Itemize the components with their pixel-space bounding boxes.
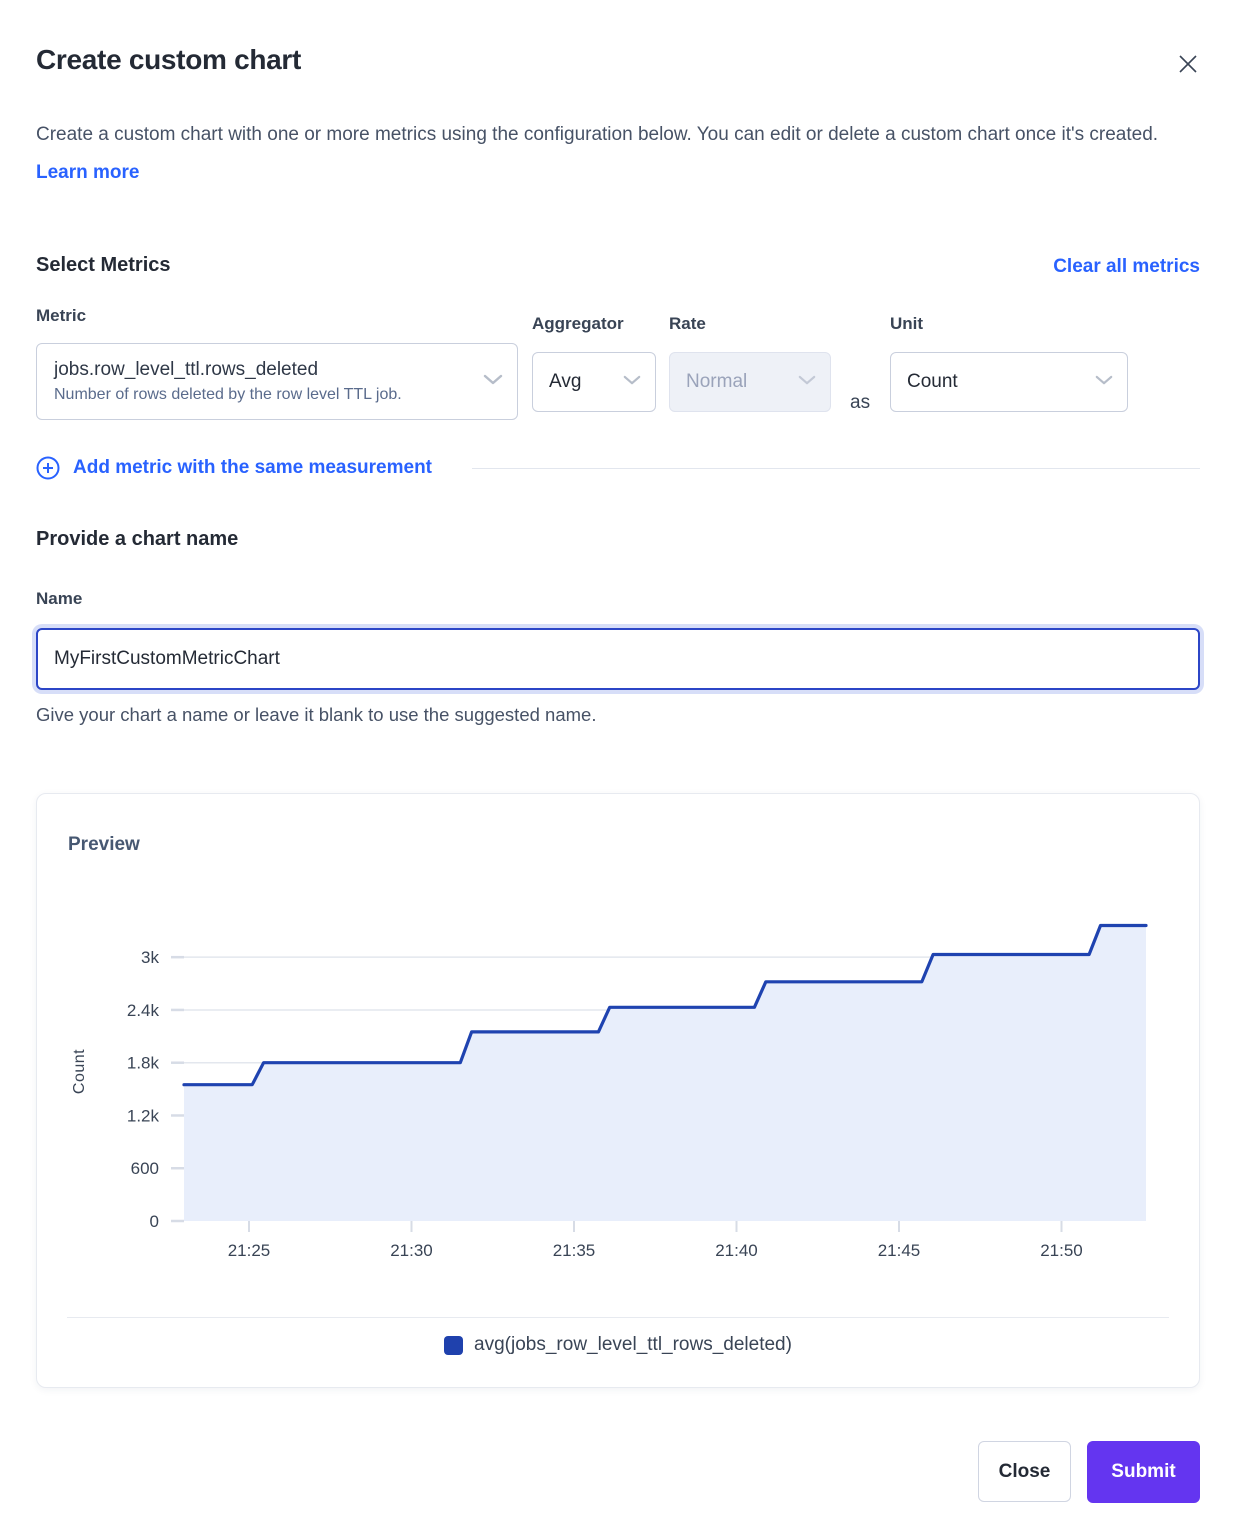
svg-text:2.4k: 2.4k	[127, 1001, 160, 1020]
chevron-down-icon	[483, 373, 503, 391]
svg-text:21:50: 21:50	[1040, 1241, 1083, 1260]
close-dialog-button[interactable]	[1168, 44, 1208, 84]
svg-text:1.8k: 1.8k	[127, 1054, 160, 1073]
metric-field-label: Metric	[36, 306, 87, 325]
svg-text:600: 600	[131, 1159, 159, 1178]
unit-field-label: Unit	[890, 314, 924, 333]
aggregator-field-label: Aggregator	[532, 314, 624, 333]
svg-text:21:45: 21:45	[878, 1241, 921, 1260]
learn-more-link[interactable]: Learn more	[36, 162, 140, 183]
rate-field-label: Rate	[669, 314, 706, 333]
svg-text:1.2k: 1.2k	[127, 1106, 160, 1125]
submit-button[interactable]: Submit	[1087, 1441, 1200, 1503]
metric-select-value: jobs.row_level_ttl.rows_deleted	[54, 359, 319, 380]
dialog-footer: Close Submit	[978, 1441, 1200, 1503]
rate-select-value: Normal	[686, 371, 748, 392]
as-label: as	[850, 392, 871, 413]
aggregator-select-value: Avg	[549, 371, 582, 392]
add-metric-label: Add metric with the same measurement	[73, 457, 432, 478]
aggregator-select[interactable]: Avg	[532, 352, 656, 412]
dialog-description: Create a custom chart with one or more m…	[36, 116, 1194, 192]
svg-text:0: 0	[150, 1212, 159, 1231]
select-metrics-heading: Select Metrics	[36, 254, 171, 276]
plus-circle-icon	[36, 456, 60, 480]
svg-text:Count: Count	[71, 1049, 88, 1094]
chevron-down-icon	[1095, 373, 1113, 391]
svg-text:21:35: 21:35	[553, 1241, 596, 1260]
close-button[interactable]: Close	[978, 1441, 1071, 1502]
name-field-label: Name	[36, 589, 83, 608]
svg-text:21:25: 21:25	[228, 1241, 271, 1260]
close-icon	[1179, 55, 1197, 73]
unit-select-value: Count	[907, 371, 958, 392]
metric-select[interactable]: jobs.row_level_ttl.rows_deleted Number o…	[36, 343, 518, 420]
description-text: Create a custom chart with one or more m…	[36, 124, 1159, 145]
chevron-down-icon	[798, 373, 816, 391]
preview-panel: Preview 0 600 1.2k 1.8k 2.4k 3k 21:25 21:30 21:3…	[36, 793, 1200, 1388]
svg-text:3k: 3k	[141, 948, 159, 967]
name-helper-text: Give your chart a name or leave it blank…	[36, 704, 597, 725]
chart-name-heading: Provide a chart name	[36, 528, 239, 550]
rate-select: Normal	[669, 352, 831, 412]
unit-select[interactable]: Count	[890, 352, 1128, 412]
legend-label: avg(jobs_row_level_ttl_rows_deleted)	[474, 1334, 792, 1355]
svg-text:21:40: 21:40	[715, 1241, 758, 1260]
clear-all-metrics-link[interactable]: Clear all metrics	[1053, 256, 1200, 277]
divider	[472, 467, 1200, 469]
svg-text:21:30: 21:30	[390, 1241, 433, 1260]
preview-chart: 0 600 1.2k 1.8k 2.4k 3k 21:25 21:30 21:35 21:40 21…	[71, 923, 1148, 1260]
chart-legend: avg(jobs_row_level_ttl_rows_deleted)	[37, 1334, 1199, 1356]
chart-name-input[interactable]	[36, 628, 1200, 690]
legend-swatch	[444, 1335, 464, 1355]
page-title: Create custom chart	[36, 44, 302, 75]
add-metric-button[interactable]: Add metric with the same measurement	[36, 452, 1200, 484]
preview-heading: Preview	[68, 834, 140, 855]
divider	[67, 1317, 1169, 1318]
metric-select-description: Number of rows deleted by the row level …	[54, 386, 402, 403]
chevron-down-icon	[623, 373, 641, 391]
